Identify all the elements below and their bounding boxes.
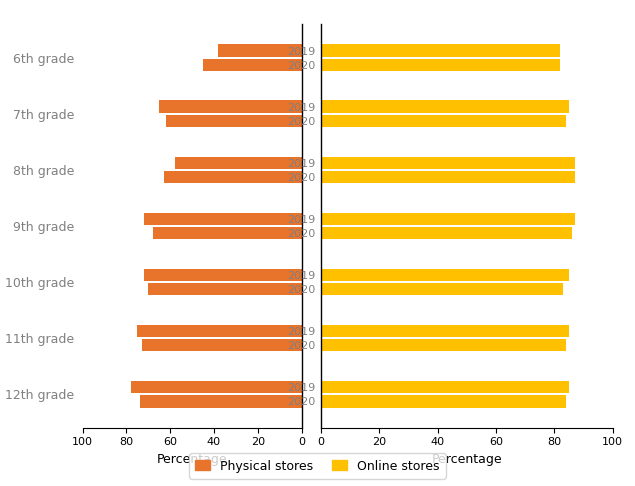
Bar: [149, 283, 302, 295]
Bar: [321, 283, 563, 295]
Bar: [321, 59, 560, 71]
Bar: [321, 45, 560, 57]
Bar: [166, 115, 302, 127]
Bar: [321, 171, 575, 183]
Bar: [203, 59, 302, 71]
X-axis label: Percentage: Percentage: [157, 453, 227, 466]
Bar: [321, 269, 569, 281]
Bar: [321, 227, 572, 240]
Bar: [164, 171, 302, 183]
Bar: [137, 325, 302, 337]
Bar: [144, 212, 302, 225]
Bar: [218, 45, 302, 57]
Bar: [321, 325, 569, 337]
Bar: [321, 115, 566, 127]
Bar: [152, 227, 302, 240]
Bar: [321, 395, 566, 407]
Bar: [321, 156, 575, 169]
Legend: Physical stores, Online stores: Physical stores, Online stores: [189, 453, 446, 479]
X-axis label: Percentage: Percentage: [431, 453, 502, 466]
Bar: [159, 101, 302, 113]
Bar: [321, 212, 575, 225]
Bar: [321, 339, 566, 351]
Bar: [321, 381, 569, 393]
Bar: [321, 101, 569, 113]
Bar: [175, 156, 302, 169]
Bar: [144, 269, 302, 281]
Bar: [131, 381, 302, 393]
Bar: [140, 395, 302, 407]
Bar: [142, 339, 302, 351]
